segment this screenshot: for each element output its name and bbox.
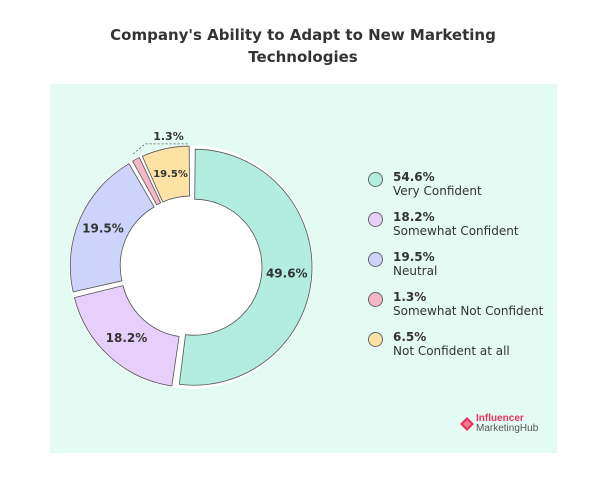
donut-slice — [141, 145, 191, 203]
legend-value: 18.2% — [393, 210, 435, 224]
brand-logo: Influencer MarketingHub — [460, 412, 560, 438]
brand-name-line-1: Influencer — [476, 413, 524, 424]
brand-name-line-2: MarketingHub — [476, 423, 539, 434]
legend-value: 54.6% — [393, 170, 435, 184]
legend-swatch — [368, 212, 383, 227]
legend-item: 18.2% Somewhat Confident — [368, 210, 568, 250]
donut-slice-label: 19.5% — [153, 169, 188, 180]
legend-value: 1.3% — [393, 290, 427, 304]
donut-slice — [132, 157, 162, 206]
legend-swatch — [368, 172, 383, 187]
legend-item: 19.5% Neutral — [368, 250, 568, 290]
donut-slice-label: 19.5% — [82, 222, 124, 236]
donut-leader-line — [132, 143, 190, 155]
legend-label: Very Confident — [393, 184, 482, 198]
legend-label: Somewhat Confident — [393, 224, 519, 238]
legend-label: Neutral — [393, 264, 438, 278]
brand-diamond-icon — [460, 417, 474, 431]
donut-slice-label: 18.2% — [106, 331, 148, 345]
legend-swatch — [368, 252, 383, 267]
donut-slice — [178, 148, 313, 386]
donut-slice — [69, 163, 155, 293]
chart-title-line-2: Technologies — [248, 48, 358, 66]
chart-legend: 54.6% Very Confident 18.2% Somewhat Confide… — [368, 170, 568, 370]
chart-title-line-1: Company's Ability to Adapt to New Market… — [110, 26, 496, 44]
legend-value: 6.5% — [393, 330, 427, 344]
donut-chart: 49.6% 18.2% 19.5% 1.3% 19.5% — [69, 130, 313, 389]
legend-label: Not Confident at all — [393, 344, 510, 358]
donut-slice — [74, 285, 180, 387]
donut-slice-label: 49.6% — [266, 266, 308, 280]
legend-item: 6.5% Not Confident at all — [368, 330, 568, 370]
legend-value: 19.5% — [393, 250, 435, 264]
legend-swatch — [368, 332, 383, 347]
chart-title: Company's Ability to Adapt to New Market… — [0, 24, 606, 68]
legend-label: Somewhat Not Confident — [393, 304, 544, 318]
legend-item: 54.6% Very Confident — [368, 170, 568, 210]
donut-slice-label: 1.3% — [153, 130, 184, 143]
legend-swatch — [368, 292, 383, 307]
legend-item: 1.3% Somewhat Not Confident — [368, 290, 568, 330]
